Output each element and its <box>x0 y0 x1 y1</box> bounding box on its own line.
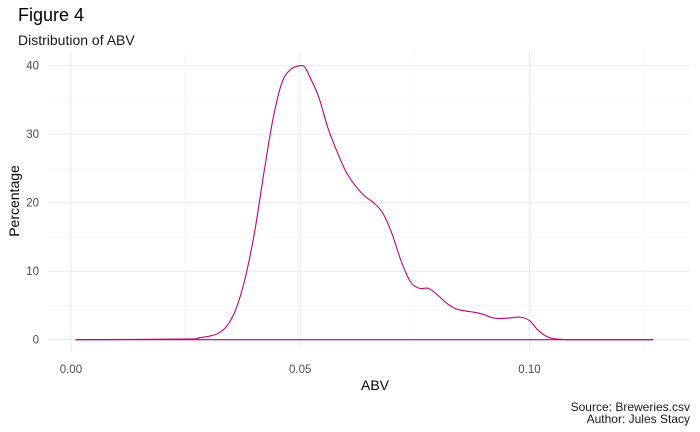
chart-title: Figure 4 <box>18 5 85 25</box>
x-tick-label: 0.10 <box>518 364 540 376</box>
y-tick-label: 10 <box>26 266 39 278</box>
y-tick-label: 40 <box>26 61 39 73</box>
y-axis-title: Percentage <box>6 165 22 237</box>
caption-source: Source: Breweries.csv <box>570 400 690 414</box>
series-layer <box>75 64 654 341</box>
caption-author: Author: Jules Stacy <box>586 412 690 426</box>
y-tick-label: 20 <box>26 198 39 210</box>
x-axis-title: ABV <box>361 377 390 393</box>
x-tick-label: 0.00 <box>60 364 82 376</box>
x-tick-labels: 0.00 0.05 0.10 <box>60 364 541 376</box>
x-tick-label: 0.05 <box>289 364 311 376</box>
y-tick-label: 30 <box>26 129 39 141</box>
minor-gridlines <box>48 52 690 350</box>
y-tick-labels: 0 10 20 30 40 <box>26 61 39 347</box>
chart-subtitle: Distribution of ABV <box>18 32 135 48</box>
density-line <box>75 64 654 341</box>
y-tick-label: 0 <box>33 335 39 347</box>
